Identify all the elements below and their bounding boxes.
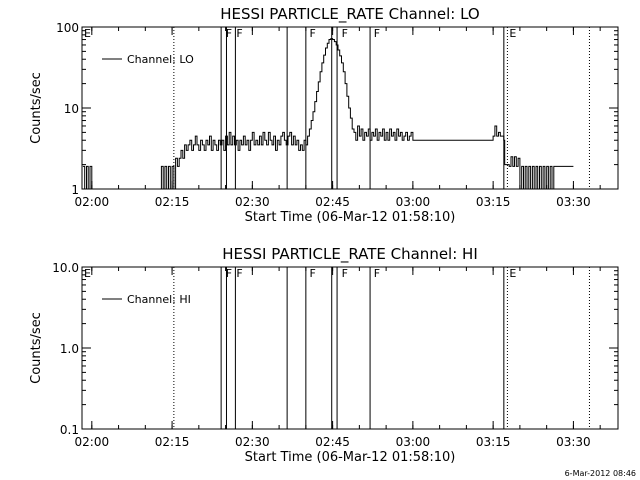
y-tick-label: 10 (64, 102, 79, 116)
eclipse-flag-label: E (509, 267, 516, 280)
footer-timestamp: 6-Mar-2012 08:46 (565, 469, 636, 478)
y-axis-label: Counts/sec (29, 312, 44, 384)
x-axis-label: Start Time (06-Mar-12 01:58:10) (245, 450, 456, 465)
y-tick-label: 1.0 (60, 342, 79, 356)
x-tick-label: 03:15 (476, 195, 511, 209)
x-tick-label: 02:00 (75, 435, 110, 449)
eclipse-flag-label: E (84, 27, 91, 40)
plot-frame (81, 266, 619, 430)
eclipse-flag-label: E (84, 267, 91, 280)
chart-hi-channel: HESSI PARTICLE_RATE Channel: HI 0.1 1.0 10.… (29, 245, 619, 465)
x-axis-label: Start Time (06-Mar-12 01:58:10) (245, 210, 456, 225)
series-line (82, 38, 574, 190)
x-tick-label: 03:30 (556, 195, 591, 209)
y-tick-label: 10.0 (52, 261, 79, 275)
chart-title: HESSI PARTICLE_RATE Channel: LO (220, 5, 479, 24)
x-tick-label: 03:00 (396, 435, 431, 449)
y-tick-label: 0.1 (60, 423, 79, 437)
x-tick-label: 02:15 (155, 435, 190, 449)
legend-label: Channel: HI (127, 293, 191, 306)
chart-lo-channel: HESSI PARTICLE_RATE Channel: LO 1 10 100 02:… (29, 5, 619, 225)
flare-flag-label: F (310, 27, 316, 40)
x-tick-label: 02:15 (155, 195, 190, 209)
eclipse-flag-label: E (509, 27, 516, 40)
x-tick-label: 03:15 (476, 435, 511, 449)
flare-flag-label: F (236, 27, 242, 40)
y-tick-label: 100 (56, 21, 79, 35)
legend-label: Channel: LO (127, 53, 194, 66)
y-tick-label: 1 (71, 183, 79, 197)
flare-flag-label: F (374, 267, 380, 280)
flare-flag-label: F (342, 267, 348, 280)
y-axis-label: Counts/sec (29, 72, 44, 144)
x-tick-label: 03:00 (396, 195, 431, 209)
flare-flag-label: F (236, 267, 242, 280)
flare-flag-label: F (342, 27, 348, 40)
x-tick-label: 02:00 (75, 195, 110, 209)
x-tick-label: 03:30 (556, 435, 591, 449)
x-tick-label: 02:30 (235, 195, 270, 209)
x-tick-label: 02:45 (315, 435, 350, 449)
x-tick-label: 02:45 (315, 195, 350, 209)
flare-flag-label: F (226, 267, 232, 280)
chart-title: HESSI PARTICLE_RATE Channel: HI (222, 245, 478, 264)
flare-flag-label: F (374, 27, 380, 40)
x-tick-label: 02:30 (235, 435, 270, 449)
flare-flag-label: F (310, 267, 316, 280)
flare-flag-label: F (226, 27, 232, 40)
